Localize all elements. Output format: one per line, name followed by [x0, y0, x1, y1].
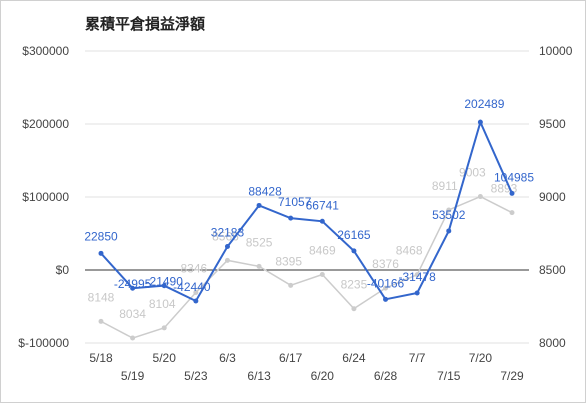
series-blue-point	[224, 244, 230, 250]
series-gray-point	[509, 210, 515, 216]
series-blue-point	[477, 119, 483, 125]
series-blue-data-label: 88428	[248, 184, 282, 198]
series-blue-point	[161, 283, 167, 289]
series-gray-data-label: 8104	[149, 297, 176, 311]
series-gray-point	[288, 282, 294, 288]
series-gray-data-label: 8376	[372, 257, 399, 271]
series-blue-point	[98, 250, 104, 256]
series-blue-data-label: 26165	[337, 228, 371, 242]
series-blue-point	[383, 296, 389, 302]
series-gray-point	[477, 194, 483, 200]
series-blue-point	[319, 218, 325, 224]
series-blue-data-label: -31478	[398, 270, 436, 284]
y-left-tick-label: $100000	[22, 190, 69, 204]
series-blue-data-label: 32183	[211, 226, 245, 240]
series-blue-point	[193, 298, 199, 304]
series-gray-data-label: 8469	[309, 244, 336, 258]
series-blue-point	[288, 215, 294, 221]
series-blue-point	[446, 228, 452, 234]
x-tick-label: 6/24	[342, 351, 366, 365]
series-gray-point	[224, 257, 230, 263]
series-gray-data-label: 8525	[246, 235, 273, 249]
series-blue-data-label: 202489	[464, 97, 504, 111]
x-tick-label: 6/28	[374, 369, 398, 383]
series-blue-data-label: 22850	[84, 229, 118, 243]
series-gray-line	[100, 195, 513, 339]
series-gray-data-label: 8235	[341, 278, 368, 292]
x-tick-label: 5/19	[121, 369, 145, 383]
series-blue-data-label: -42440	[173, 280, 211, 294]
series-blue-point	[509, 190, 515, 196]
series-blue-point	[130, 285, 136, 291]
x-tick-label: 7/7	[409, 351, 426, 365]
series-gray-point	[351, 306, 357, 312]
series-gray-point	[319, 272, 325, 278]
series-gray-point	[383, 285, 389, 291]
series-gray-point	[98, 318, 104, 324]
x-tick-label: 6/20	[311, 369, 335, 383]
y-left-tick-label: $200000	[22, 117, 69, 131]
series-gray-data-label: 9003	[459, 166, 486, 180]
series-gray-data-label: 8346	[180, 261, 207, 275]
x-tick-label: 6/3	[219, 351, 236, 365]
series-blue-point	[351, 248, 357, 254]
series-gray-point	[161, 325, 167, 331]
series-gray-point	[130, 335, 136, 341]
series-gray-data-label: 8395	[275, 254, 302, 268]
series-gray-point	[256, 263, 262, 269]
series-blue-data-label: -24995	[114, 277, 152, 291]
series-blue-data-label: 71057	[278, 195, 312, 209]
series-blue-line	[100, 119, 513, 303]
series-gray-data-label: 8034	[119, 307, 146, 321]
y-right-tick-label: 9000	[539, 190, 566, 204]
x-tick-label: 7/29	[500, 369, 524, 383]
series-gray-point	[414, 272, 420, 278]
x-tick-label: 5/20	[153, 351, 177, 365]
y-left-tick-label: $300000	[22, 44, 69, 58]
x-tick-label: 5/23	[184, 369, 208, 383]
series-gray-point	[446, 207, 452, 213]
series-blue-data-label: -21490	[146, 275, 184, 289]
series-blue-data-label: -40166	[367, 276, 405, 290]
series-gray-data-label: 8148	[88, 290, 115, 304]
x-tick-label: 6/17	[279, 351, 303, 365]
y-right-tick-label: 8500	[539, 263, 566, 277]
y-right-tick-label: 8000	[539, 336, 566, 350]
x-tick-label: 5/18	[89, 351, 113, 365]
y-left-tick-label: $-100000	[18, 336, 69, 350]
series-blue-data-label: 66741	[306, 198, 340, 212]
x-tick-label: 7/20	[469, 351, 493, 365]
series-blue-point	[256, 202, 262, 208]
chart-title: 累積平倉損益淨額	[85, 15, 206, 33]
series-blue-data-label: 53502	[432, 208, 466, 222]
series-gray-data-label: 8911	[432, 179, 458, 193]
y-right-tick-label: 9500	[539, 117, 566, 131]
y-right-tick-label: 10000	[539, 44, 573, 58]
series-gray-data-label: 8468	[396, 244, 423, 258]
y-left-tick-label: $0	[56, 263, 70, 277]
x-tick-label: 6/13	[247, 369, 271, 383]
series-gray-point	[193, 289, 199, 295]
x-tick-label: 7/15	[437, 369, 461, 383]
series-blue-point	[414, 290, 420, 296]
series-blue-data-label: 104985	[494, 170, 534, 184]
